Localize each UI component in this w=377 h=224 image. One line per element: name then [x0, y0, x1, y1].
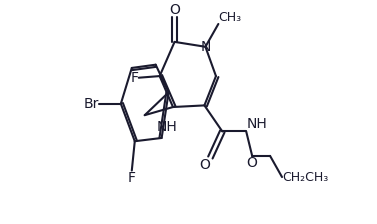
Text: O: O — [169, 3, 180, 17]
Text: CH₂CH₃: CH₂CH₃ — [282, 170, 328, 183]
Text: N: N — [200, 40, 211, 54]
Text: Br: Br — [84, 97, 99, 111]
Text: F: F — [131, 71, 139, 85]
Text: NH: NH — [246, 117, 267, 131]
Text: CH₃: CH₃ — [218, 11, 242, 24]
Text: NH: NH — [157, 120, 178, 134]
Text: F: F — [128, 170, 136, 185]
Text: O: O — [199, 157, 210, 172]
Text: O: O — [247, 156, 257, 170]
